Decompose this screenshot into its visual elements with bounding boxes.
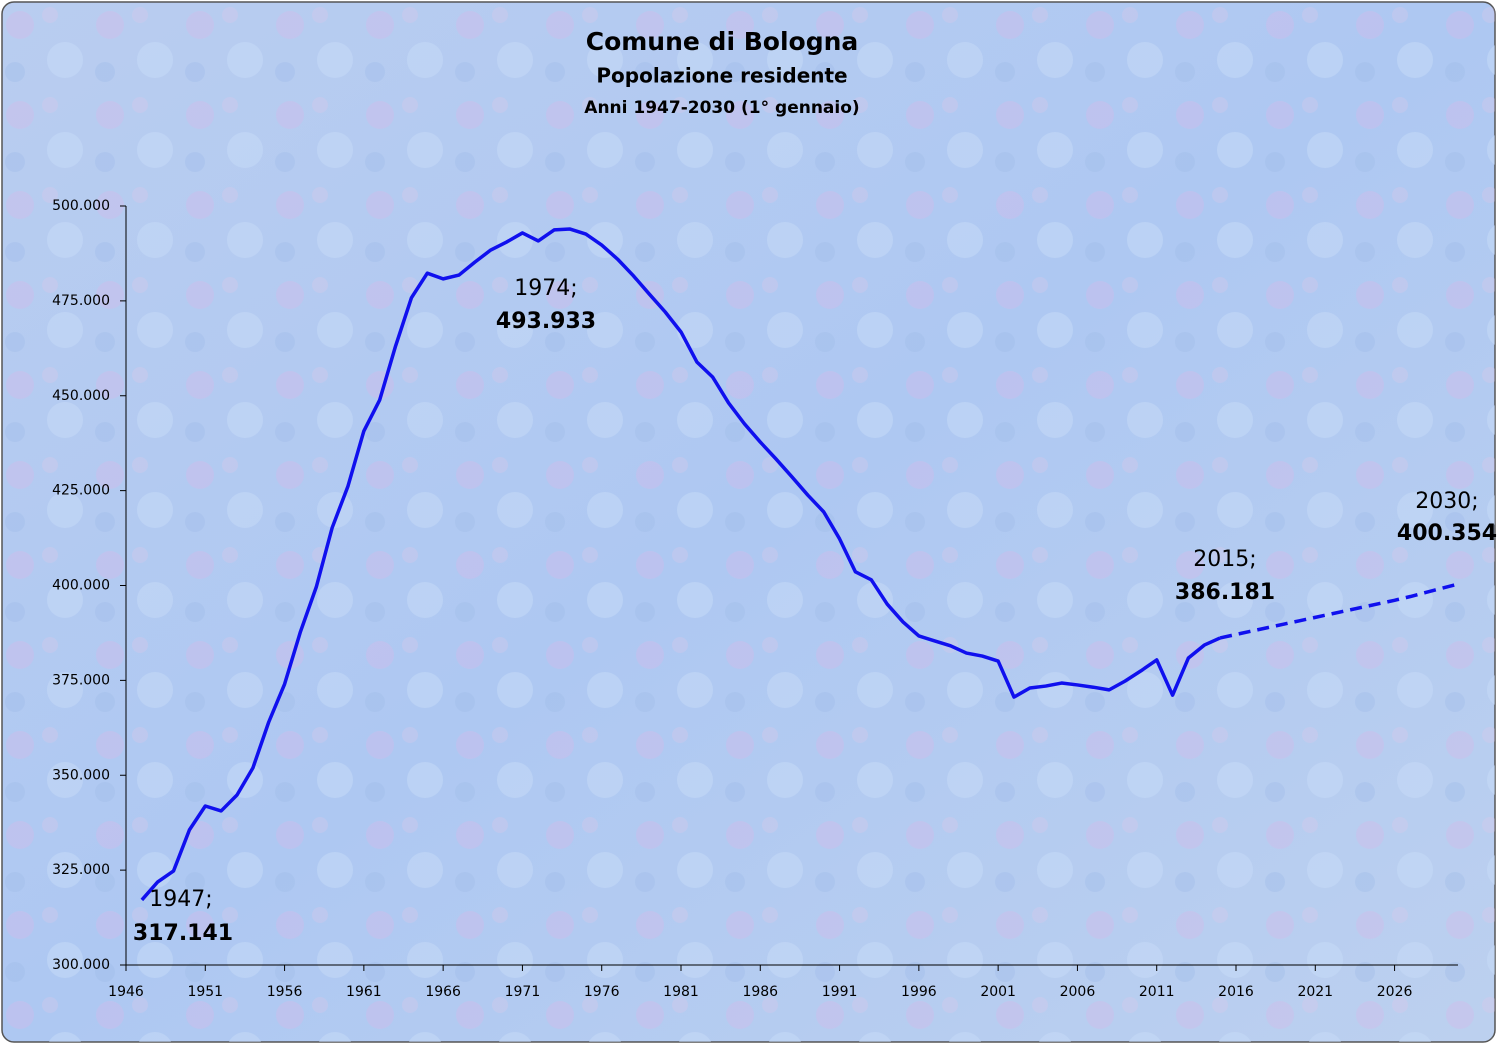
annotation-year: 2015; bbox=[1193, 547, 1256, 572]
y-tick-label: 350.000 bbox=[52, 767, 110, 783]
x-tick-label: 2016 bbox=[1218, 984, 1254, 1000]
x-tick-label: 1996 bbox=[901, 984, 937, 1000]
y-tick-label: 375.000 bbox=[52, 672, 110, 688]
y-tick-label: 450.000 bbox=[52, 388, 110, 404]
y-tick-label: 475.000 bbox=[52, 293, 110, 309]
x-tick-label: 2011 bbox=[1139, 984, 1175, 1000]
chart-subtitle: Popolazione residente bbox=[596, 64, 847, 88]
plot-area: 300.000 325.000 350.000 375.000 400.000 425.0… bbox=[52, 198, 1497, 1000]
annotation-year: 2030; bbox=[1415, 489, 1478, 514]
chart-title: Comune di Bologna bbox=[586, 27, 859, 56]
x-tick-label: 1981 bbox=[663, 984, 699, 1000]
line-series bbox=[1219, 582, 1459, 640]
annotation-year: 1974; bbox=[514, 276, 577, 301]
annotation-year: 1947; bbox=[149, 887, 212, 912]
x-tick-label: 2026 bbox=[1377, 984, 1413, 1000]
annotation-value: 317.141 bbox=[133, 921, 233, 946]
annotation-value: 386.181 bbox=[1175, 580, 1275, 605]
annotation-value: 400.354 bbox=[1397, 521, 1497, 546]
x-tick-label: 1986 bbox=[742, 984, 778, 1000]
annotation-value: 493.933 bbox=[496, 309, 596, 334]
x-tick-label: 1956 bbox=[267, 984, 303, 1000]
x-tick-label: 2021 bbox=[1297, 984, 1333, 1000]
y-tick-label: 300.000 bbox=[52, 957, 110, 973]
x-tick-label: 1971 bbox=[505, 984, 541, 1000]
x-tick-label: 1991 bbox=[822, 984, 858, 1000]
x-tick-label: 1976 bbox=[584, 984, 620, 1000]
x-tick-label: 1966 bbox=[425, 984, 461, 1000]
x-tick-label: 2006 bbox=[1060, 984, 1096, 1000]
x-tick-label: 2001 bbox=[980, 984, 1016, 1000]
x-tick-label: 1961 bbox=[346, 984, 382, 1000]
y-tick-label: 500.000 bbox=[52, 198, 110, 214]
line-series bbox=[140, 227, 1221, 902]
x-tick-label: 1946 bbox=[108, 984, 144, 1000]
y-tick-label: 425.000 bbox=[52, 483, 110, 499]
x-tick-label: 1951 bbox=[187, 984, 223, 1000]
chart-subtitle: Anni 1947-2030 (1° gennaio) bbox=[584, 98, 859, 118]
y-tick-label: 400.000 bbox=[52, 578, 110, 594]
y-tick-label: 325.000 bbox=[52, 862, 110, 878]
